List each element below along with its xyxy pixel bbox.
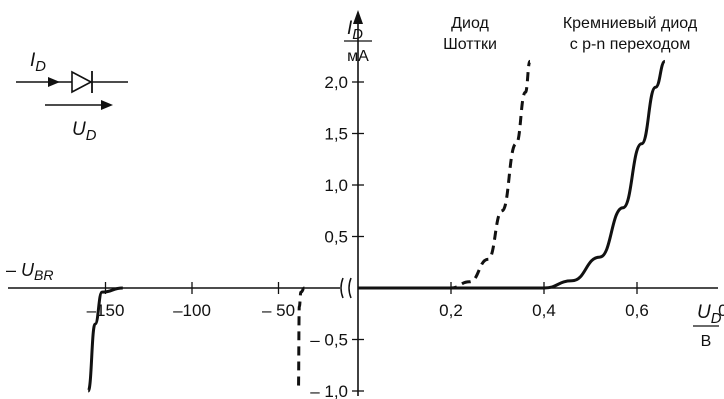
y-axis-unit: мА: [347, 48, 369, 65]
ticks-group: 2,0 1,5 1,0 0,5 – 0,5 – 1,0 –150 –100 – 50 0,2 0,4…: [87, 73, 724, 399]
breakdown-voltage-label: – UBR: [6, 260, 54, 283]
axes-group: [8, 10, 718, 396]
series-0-forward-curve: [358, 59, 532, 290]
x-tick-label: 0,4: [532, 301, 556, 320]
series-0-reverse-curve: [296, 286, 305, 393]
y-tick-label: 0,5: [324, 228, 348, 247]
axis-break-mark-right: [348, 277, 352, 299]
diode-triangle: [71, 70, 93, 94]
series-1-name-line: с p-n переходом: [570, 36, 691, 53]
y-axis-symbol: ID: [347, 18, 363, 43]
series-1-forward-curve: [358, 59, 666, 290]
diode-voltage-label: UD: [72, 119, 97, 144]
voltage-arrowhead: [101, 100, 113, 110]
x-tick-label: 0,8: [718, 301, 724, 320]
diode-current-label: ID: [30, 50, 46, 75]
y-tick-label: 1,0: [324, 176, 348, 195]
y-tick-label: – 0,5: [310, 331, 348, 350]
y-tick-label: 2,0: [324, 73, 348, 92]
y-tick-label: – 1,0: [310, 382, 348, 399]
labels-group: Диод Шоттки Кремниевый диод с p-n переходом…: [6, 15, 722, 350]
x-axis-unit: В: [701, 333, 712, 350]
series-1-name-line: Кремниевый диод: [563, 15, 698, 32]
x-tick-label: 0,2: [439, 301, 463, 320]
x-tick-label: – 50: [262, 301, 295, 320]
y-tick-label: 1,5: [324, 125, 348, 144]
axis-break-mark-left: [340, 277, 344, 299]
series-0-name-line: Шоттки: [443, 36, 497, 53]
x-axis-symbol: UD: [697, 302, 722, 327]
x-tick-label: –150: [87, 301, 125, 320]
y-axis-arrowhead: [353, 10, 363, 24]
curves-group: [86, 59, 666, 393]
series-1-reverse-curve: [86, 286, 123, 393]
x-tick-label: –100: [173, 301, 211, 320]
series-0-name-line: Диод: [451, 15, 489, 32]
diode-symbol: ID UD: [16, 50, 128, 144]
x-tick-label: 0,6: [625, 301, 649, 320]
current-arrowhead: [48, 77, 60, 87]
